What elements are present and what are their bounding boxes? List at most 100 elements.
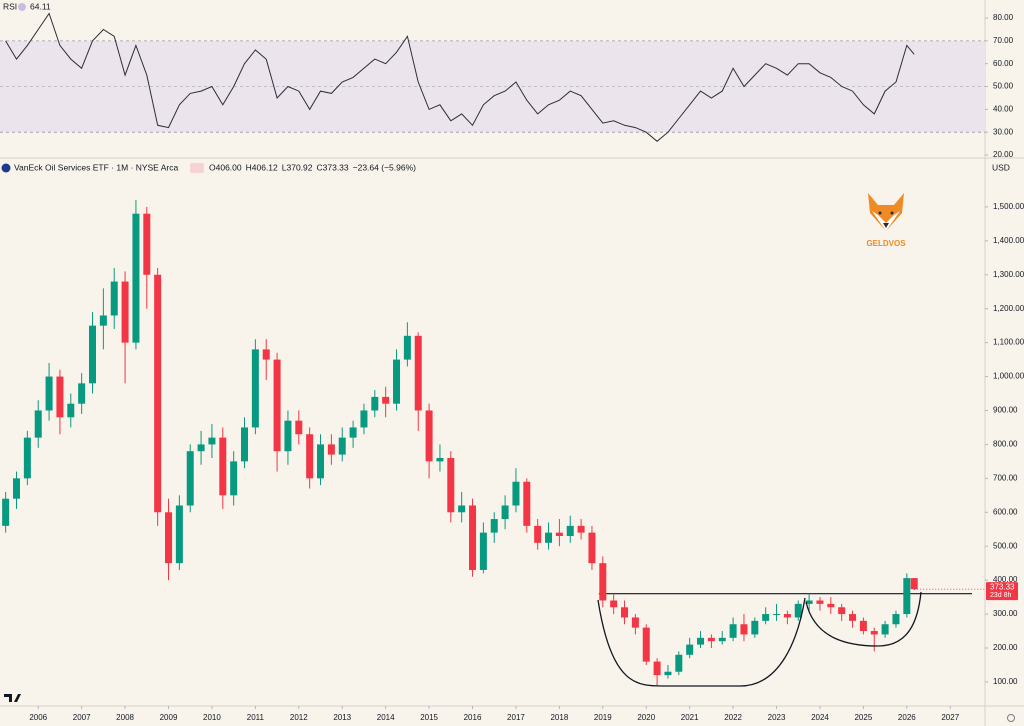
candle-body: [295, 420, 303, 435]
x-tick-label: 2014: [377, 713, 395, 722]
x-tick-label: 2011: [247, 713, 265, 722]
candle-body: [34, 410, 42, 438]
chart-title: VanEck Oil Services ETF · 1M · NYSE Arca: [14, 162, 178, 172]
candle-body: [675, 654, 683, 672]
x-tick-label: 2009: [160, 713, 178, 722]
x-tick-label: 2019: [594, 713, 612, 722]
candle-body: [219, 437, 227, 496]
candle-body: [653, 661, 661, 676]
y-tick-label: 600.00: [993, 507, 1018, 516]
candle-body: [230, 461, 238, 496]
candle-body: [349, 427, 357, 438]
x-tick-label: 2006: [29, 713, 47, 722]
candle-body: [447, 457, 455, 513]
ohlc-value: O406.00: [209, 162, 242, 172]
y-tick-label: 1,100.00: [993, 338, 1024, 347]
candle-body: [697, 637, 705, 645]
candle-body: [208, 437, 216, 445]
countdown-label: 23d 8h: [990, 592, 1012, 599]
x-tick-label: 2016: [464, 713, 482, 722]
candle-body: [132, 213, 140, 343]
candle-body: [175, 505, 183, 564]
currency[interactable]: USD: [992, 162, 1010, 172]
candle-body: [458, 505, 466, 513]
candle-body: [262, 349, 270, 360]
x-tick-label: 2017: [507, 713, 525, 722]
candle-body: [469, 505, 477, 570]
rsi-tick-label: 30.00: [993, 127, 1014, 136]
candle-body: [45, 376, 53, 411]
candle-body: [143, 213, 151, 275]
ohlc-value: H406.12: [246, 162, 278, 172]
y-tick-label: 1,200.00: [993, 304, 1024, 313]
candle-body: [414, 335, 422, 411]
candle-body: [306, 434, 314, 479]
candle-body: [534, 525, 542, 543]
candle-body: [99, 315, 107, 326]
x-tick-label: 2020: [637, 713, 655, 722]
last-price-label: 373.33: [990, 582, 1015, 591]
candle-body: [479, 532, 487, 570]
y-tick-label: 300.00: [993, 609, 1018, 618]
candle-body: [870, 631, 878, 635]
candle-body: [403, 335, 411, 360]
y-tick-label: 700.00: [993, 473, 1018, 482]
candle-body: [317, 444, 325, 479]
candle-body: [783, 614, 791, 618]
candle-body: [555, 532, 563, 537]
candle-body: [827, 603, 835, 608]
ohlc-legend: O406.00 H406.12 L370.92 C373.33 −23.64 (−5.9…: [209, 162, 416, 172]
candle-body: [56, 376, 64, 418]
settings-icon[interactable]: [1007, 714, 1015, 722]
candle-body: [664, 671, 672, 676]
candle-body: [154, 274, 162, 513]
candle-body: [588, 532, 596, 564]
x-tick-label: 2007: [73, 713, 91, 722]
rsi-tick-label: 70.00: [993, 36, 1014, 45]
cup-drawing: [597, 597, 806, 687]
y-tick-label: 200.00: [993, 643, 1018, 652]
last-price-box: [986, 582, 1018, 601]
candle-body: [67, 403, 75, 418]
x-tick-label: 2027: [941, 713, 959, 722]
candle-body: [13, 478, 21, 499]
rsi-icon: [18, 3, 26, 11]
flag-icon[interactable]: [190, 163, 204, 173]
candle-body: [284, 420, 292, 452]
y-tick-label: 400.00: [993, 575, 1018, 584]
candle-body: [805, 600, 813, 604]
ohlc-value: C373.33: [317, 162, 349, 172]
candle-body: [501, 505, 509, 520]
rsi-tick-label: 20.00: [993, 150, 1014, 159]
candle-body: [849, 614, 857, 621]
rsi-line: [5, 12, 915, 142]
candle-body: [686, 644, 694, 655]
candle-body: [838, 607, 846, 615]
candle-body: [599, 563, 607, 601]
x-tick-label: 2008: [116, 713, 134, 722]
candle-body: [78, 383, 86, 404]
symbol-logo: [1, 163, 11, 173]
y-tick-label: 1,000.00: [993, 372, 1024, 381]
candle-body: [642, 627, 650, 662]
candle-body: [577, 525, 585, 533]
x-tick-label: 2026: [898, 713, 916, 722]
y-tick-label: 900.00: [993, 406, 1018, 415]
x-tick-label: 2013: [333, 713, 351, 722]
candle-body: [512, 481, 520, 506]
watermark-text: GELDVOS: [866, 239, 906, 248]
candle-body: [892, 614, 900, 625]
candle-body: [545, 532, 553, 543]
candle-body: [718, 637, 726, 642]
x-tick-label: 2021: [681, 713, 699, 722]
candle-body: [121, 281, 129, 343]
candle-body: [740, 624, 748, 635]
candle-body: [110, 281, 118, 316]
watermark-logo: [868, 193, 904, 231]
candle-body: [393, 359, 401, 404]
candle-body: [707, 637, 715, 642]
candle-body: [773, 614, 781, 616]
candle-body: [910, 578, 918, 590]
